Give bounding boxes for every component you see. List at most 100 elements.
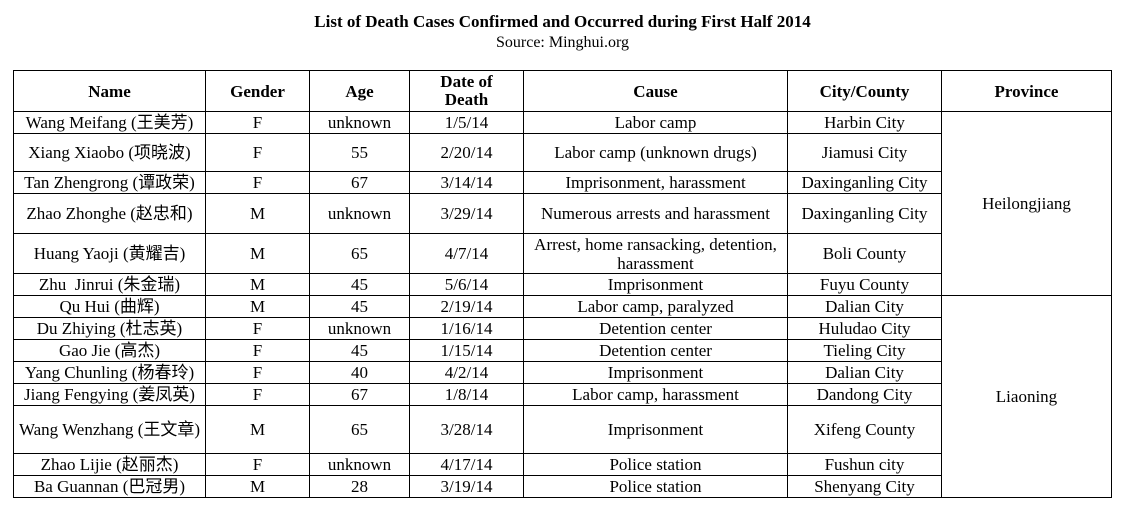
cell-date: 3/28/14 [409,405,524,454]
cell-name: Zhao Lijie (赵丽杰) [13,453,206,476]
cell-date: 1/8/14 [409,383,524,406]
cell-gender: M [205,405,310,454]
header-city-county: City/County [787,70,942,112]
cell-cause: Labor camp, harassment [523,383,788,406]
table-row: Jiang Fengying (姜凤英) F 67 1/8/14 Labor c… [13,383,1112,406]
cell-gender: F [205,317,310,340]
cell-age: 45 [309,339,410,362]
cell-gender: F [205,171,310,194]
header-date-line1: Date of [440,72,493,91]
cell-gender: M [205,273,310,296]
cell-name: Du Zhiying (杜志英) [13,317,206,340]
cell-cause: Detention center [523,317,788,340]
table-row: Du Zhiying (杜志英) F unknown 1/16/14 Deten… [13,317,1112,340]
table-row: Zhao Lijie (赵丽杰) F unknown 4/17/14 Polic… [13,453,1112,476]
cell-name: Gao Jie (高杰) [13,339,206,362]
document-source: Source: Minghui.org [495,34,630,51]
cell-cause: Arrest, home ransacking, detention, hara… [523,233,788,274]
cell-province-heilongjiang: Heilongjiang [941,111,1112,296]
cell-gender: F [205,339,310,362]
cell-age: unknown [309,317,410,340]
cell-cause: Imprisonment [523,361,788,384]
header-age: Age [309,70,410,112]
cell-age: 55 [309,133,410,172]
cell-name: Ba Guannan (巴冠男) [13,475,206,498]
cell-date: 4/7/14 [409,233,524,274]
cell-date: 1/16/14 [409,317,524,340]
cell-age: 40 [309,361,410,384]
cell-date: 2/20/14 [409,133,524,172]
cell-name: Wang Wenzhang (王文章) [13,405,206,454]
cell-date: 4/2/14 [409,361,524,384]
cell-gender: M [205,193,310,234]
cell-age: unknown [309,111,410,134]
cell-age: 28 [309,475,410,498]
cell-age: 45 [309,273,410,296]
cell-name: Zhu Jinrui (朱金瑞) [13,273,206,296]
cell-date: 2/19/14 [409,295,524,318]
cell-city: Boli County [787,233,942,274]
header-cause: Cause [523,70,788,112]
cell-date: 1/5/14 [409,111,524,134]
cell-name: Jiang Fengying (姜凤英) [13,383,206,406]
table-row: Tan Zhengrong (谭政荣) F 67 3/14/14 Impriso… [13,171,1112,194]
cell-age: unknown [309,453,410,476]
cell-name: Qu Hui (曲辉) [13,295,206,318]
cell-city: Fushun city [787,453,942,476]
cell-date: 4/17/14 [409,453,524,476]
cell-gender: M [205,233,310,274]
cell-cause: Detention center [523,339,788,362]
cell-name: Tan Zhengrong (谭政荣) [13,171,206,194]
cell-city: Harbin City [787,111,942,134]
table-row: Zhao Zhonghe (赵忠和) M unknown 3/29/14 Num… [13,193,1112,234]
table-row: Gao Jie (高杰) F 45 1/15/14 Detention cent… [13,339,1112,362]
cell-city: Tieling City [787,339,942,362]
cell-city: Huludao City [787,317,942,340]
cell-cause: Numerous arrests and harassment [523,193,788,234]
cell-cause: Police station [523,475,788,498]
cell-cause: Imprisonment [523,405,788,454]
cell-cause: Police station [523,453,788,476]
cell-city: Dalian City [787,295,942,318]
cell-cause: Labor camp (unknown drugs) [523,133,788,172]
cell-name: Yang Chunling (杨春玲) [13,361,206,384]
table-row: Qu Hui (曲辉) M 45 2/19/14 Labor camp, par… [13,295,1112,498]
cell-city: Daxinganling City [787,171,942,194]
header-province: Province [941,70,1112,112]
death-cases-table: Name Gender Age Date of Death Cause City… [13,70,1112,498]
cell-gender: F [205,361,310,384]
cell-city: Dandong City [787,383,942,406]
cell-gender: F [205,133,310,172]
header-name: Name [13,70,206,112]
cell-cause: Labor camp [523,111,788,134]
cell-age: 67 [309,171,410,194]
cell-name: Huang Yaoji (黄耀吉) [13,233,206,274]
cell-city: Jiamusi City [787,133,942,172]
cell-age: 65 [309,405,410,454]
cell-name: Zhao Zhonghe (赵忠和) [13,193,206,234]
table-row: Ba Guannan (巴冠男) M 28 3/19/14 Police sta… [13,475,1112,498]
table-row: Xiang Xiaobo (项晓波) F 55 2/20/14 Labor ca… [13,133,1112,172]
cell-city: Dalian City [787,361,942,384]
cell-date: 3/19/14 [409,475,524,498]
cell-cause: Imprisonment [523,273,788,296]
table-row: Wang Meifang (王美芳) F unknown 1/5/14 Labo… [13,111,1112,296]
cell-age: unknown [309,193,410,234]
table-header-row: Name Gender Age Date of Death Cause City… [13,70,1112,112]
cell-date: 5/6/14 [409,273,524,296]
cell-gender: M [205,475,310,498]
cell-province-liaoning: Liaoning [941,295,1112,498]
cell-cause: Imprisonment, harassment [523,171,788,194]
cell-city: Xifeng County [787,405,942,454]
cell-age: 45 [309,295,410,318]
cell-name: Wang Meifang (王美芳) [13,111,206,134]
cell-age: 67 [309,383,410,406]
document-title: List of Death Cases Confirmed and Occurr… [314,12,811,31]
cell-name: Xiang Xiaobo (项晓波) [13,133,206,172]
table-row: Huang Yaoji (黄耀吉) M 65 4/7/14 Arrest, ho… [13,233,1112,274]
cell-gender: M [205,295,310,318]
header-gender: Gender [205,70,310,112]
cell-cause: Labor camp, paralyzed [523,295,788,318]
cell-date: 3/14/14 [409,171,524,194]
